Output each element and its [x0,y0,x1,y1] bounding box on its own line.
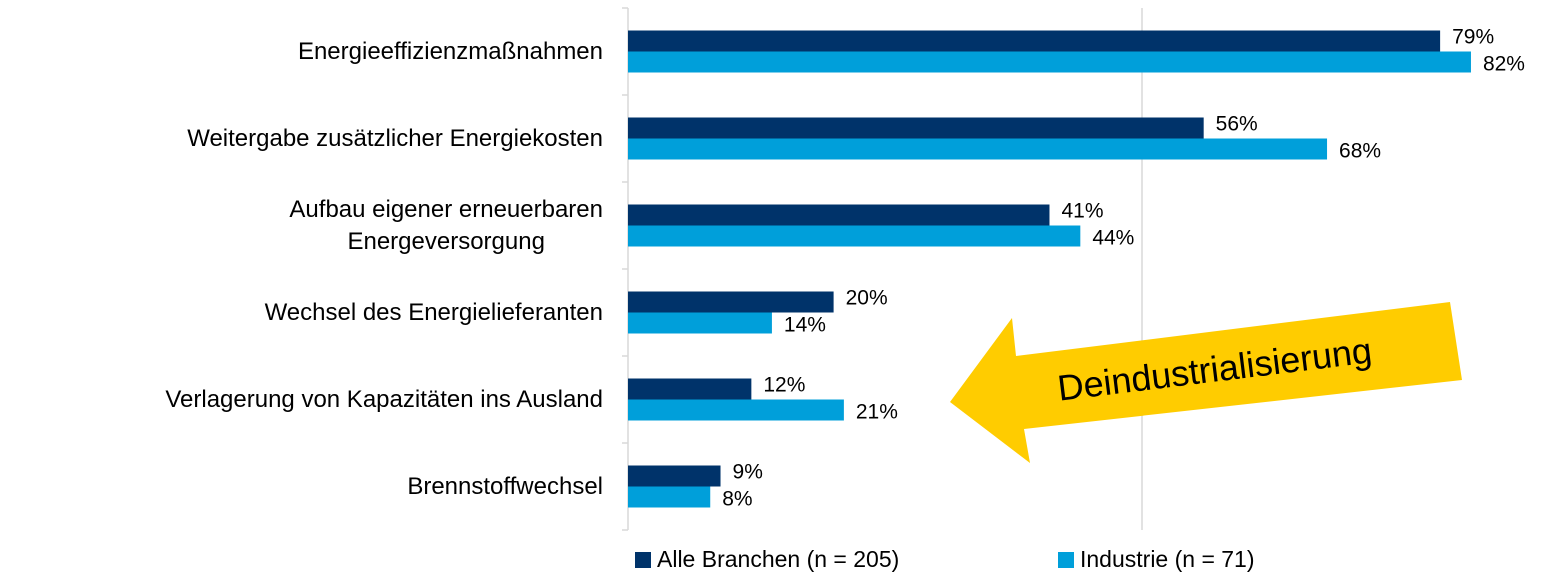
bar [628,486,711,508]
bar [628,312,772,334]
bar [628,465,721,487]
value-label: 12% [763,374,805,397]
value-label: 68% [1339,140,1381,163]
value-label: 79% [1452,26,1494,49]
arrow-shape [950,302,1462,463]
value-label: 82% [1483,53,1525,76]
legend-label: Alle Branchen (n = 205) [657,546,899,572]
annotation-arrow: Deindustrialisierung [950,302,1462,463]
value-label: 21% [856,401,898,424]
value-label: 44% [1092,227,1134,250]
category-label: Energieeffizienzmaßnahmen [297,37,603,65]
bar [628,204,1050,226]
bar [628,378,752,400]
bar [628,225,1081,247]
bar [628,138,1328,160]
bar [628,399,844,421]
value-label: 41% [1061,200,1103,223]
category-label: Weitergabe zusätzlicher Energiekosten [187,124,603,152]
category-label: Wechsel des Energielieferanten [264,298,603,326]
category-label: Verlagerung von Kapazitäten ins Ausland [165,385,603,413]
value-label: 14% [784,314,826,337]
bar [628,291,834,313]
value-label: 56% [1216,113,1258,136]
legend-swatch [635,552,651,568]
value-label: 8% [722,488,752,511]
category-label: Brennstoffwechsel [407,472,603,500]
legend-swatch [1058,552,1074,568]
legend-label: Industrie (n = 71) [1080,546,1255,572]
value-label: 9% [733,461,763,484]
bar [628,30,1441,52]
bar [628,117,1204,139]
category-label: Aufbau eigener erneuerbaren Energeversor… [289,195,603,255]
bar [628,51,1471,73]
value-label: 20% [846,287,888,310]
